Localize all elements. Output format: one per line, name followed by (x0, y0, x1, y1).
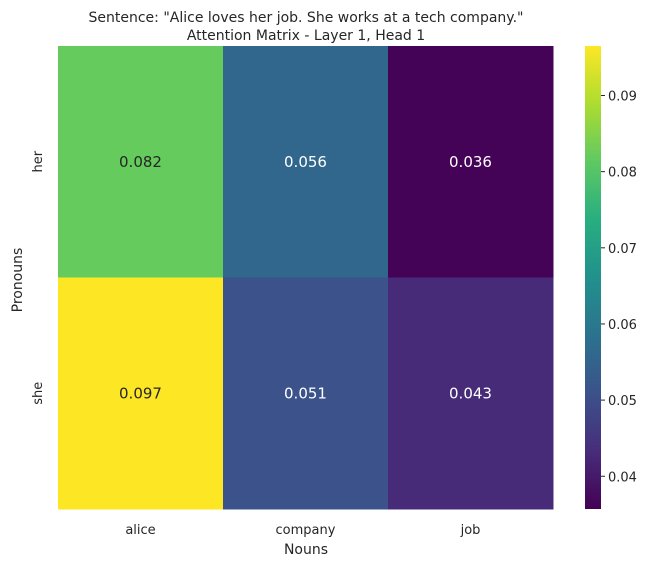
heatmap-cell-she-alice (58, 277, 224, 510)
heatmap-cell-her-alice (58, 46, 224, 278)
colorbar-tick-label: 0.04 (608, 470, 637, 485)
y-tick-labels: her she (31, 150, 46, 404)
heatmap-cell-she-company (223, 277, 389, 510)
colorbar-tick-label: 0.05 (608, 394, 637, 409)
cell-value-label: 0.036 (449, 153, 492, 171)
colorbar-tick-label: 0.08 (608, 166, 637, 181)
chart-subtitle: Attention Matrix - Layer 1, Head 1 (187, 28, 425, 44)
colorbar-tick-label: 0.09 (608, 89, 637, 104)
colorbar (585, 46, 601, 509)
heatmap-cell-she-job (388, 277, 554, 510)
y-tick-label: she (31, 382, 46, 405)
cell-value-label: 0.082 (119, 153, 162, 171)
y-axis-label: Pronouns (10, 248, 26, 313)
cell-value-label: 0.051 (284, 384, 327, 402)
x-tick-label: alice (125, 523, 155, 538)
colorbar-ticks: 0.04 0.05 0.06 0.07 0.08 0.09 (601, 89, 637, 485)
y-tick-label: her (31, 150, 46, 172)
heatmap-cell-her-company (223, 46, 389, 278)
x-tick-labels: alice company job (125, 523, 480, 538)
cell-value-label: 0.056 (284, 153, 327, 171)
chart-title: Sentence: "Alice loves her job. She work… (89, 10, 524, 26)
heatmap-cell-her-job (388, 46, 554, 278)
heatmap-cell-labels: 0.082 0.056 0.036 0.097 0.051 0.043 (119, 153, 492, 403)
colorbar-tick-label: 0.07 (608, 242, 637, 257)
cell-value-label: 0.097 (119, 384, 162, 402)
x-tick-label: job (460, 523, 481, 538)
x-axis-label: Nouns (284, 542, 328, 558)
colorbar-tick-label: 0.06 (608, 318, 637, 333)
x-tick-label: company (276, 523, 336, 538)
cell-value-label: 0.043 (449, 384, 492, 402)
heatmap-cells (58, 46, 554, 510)
